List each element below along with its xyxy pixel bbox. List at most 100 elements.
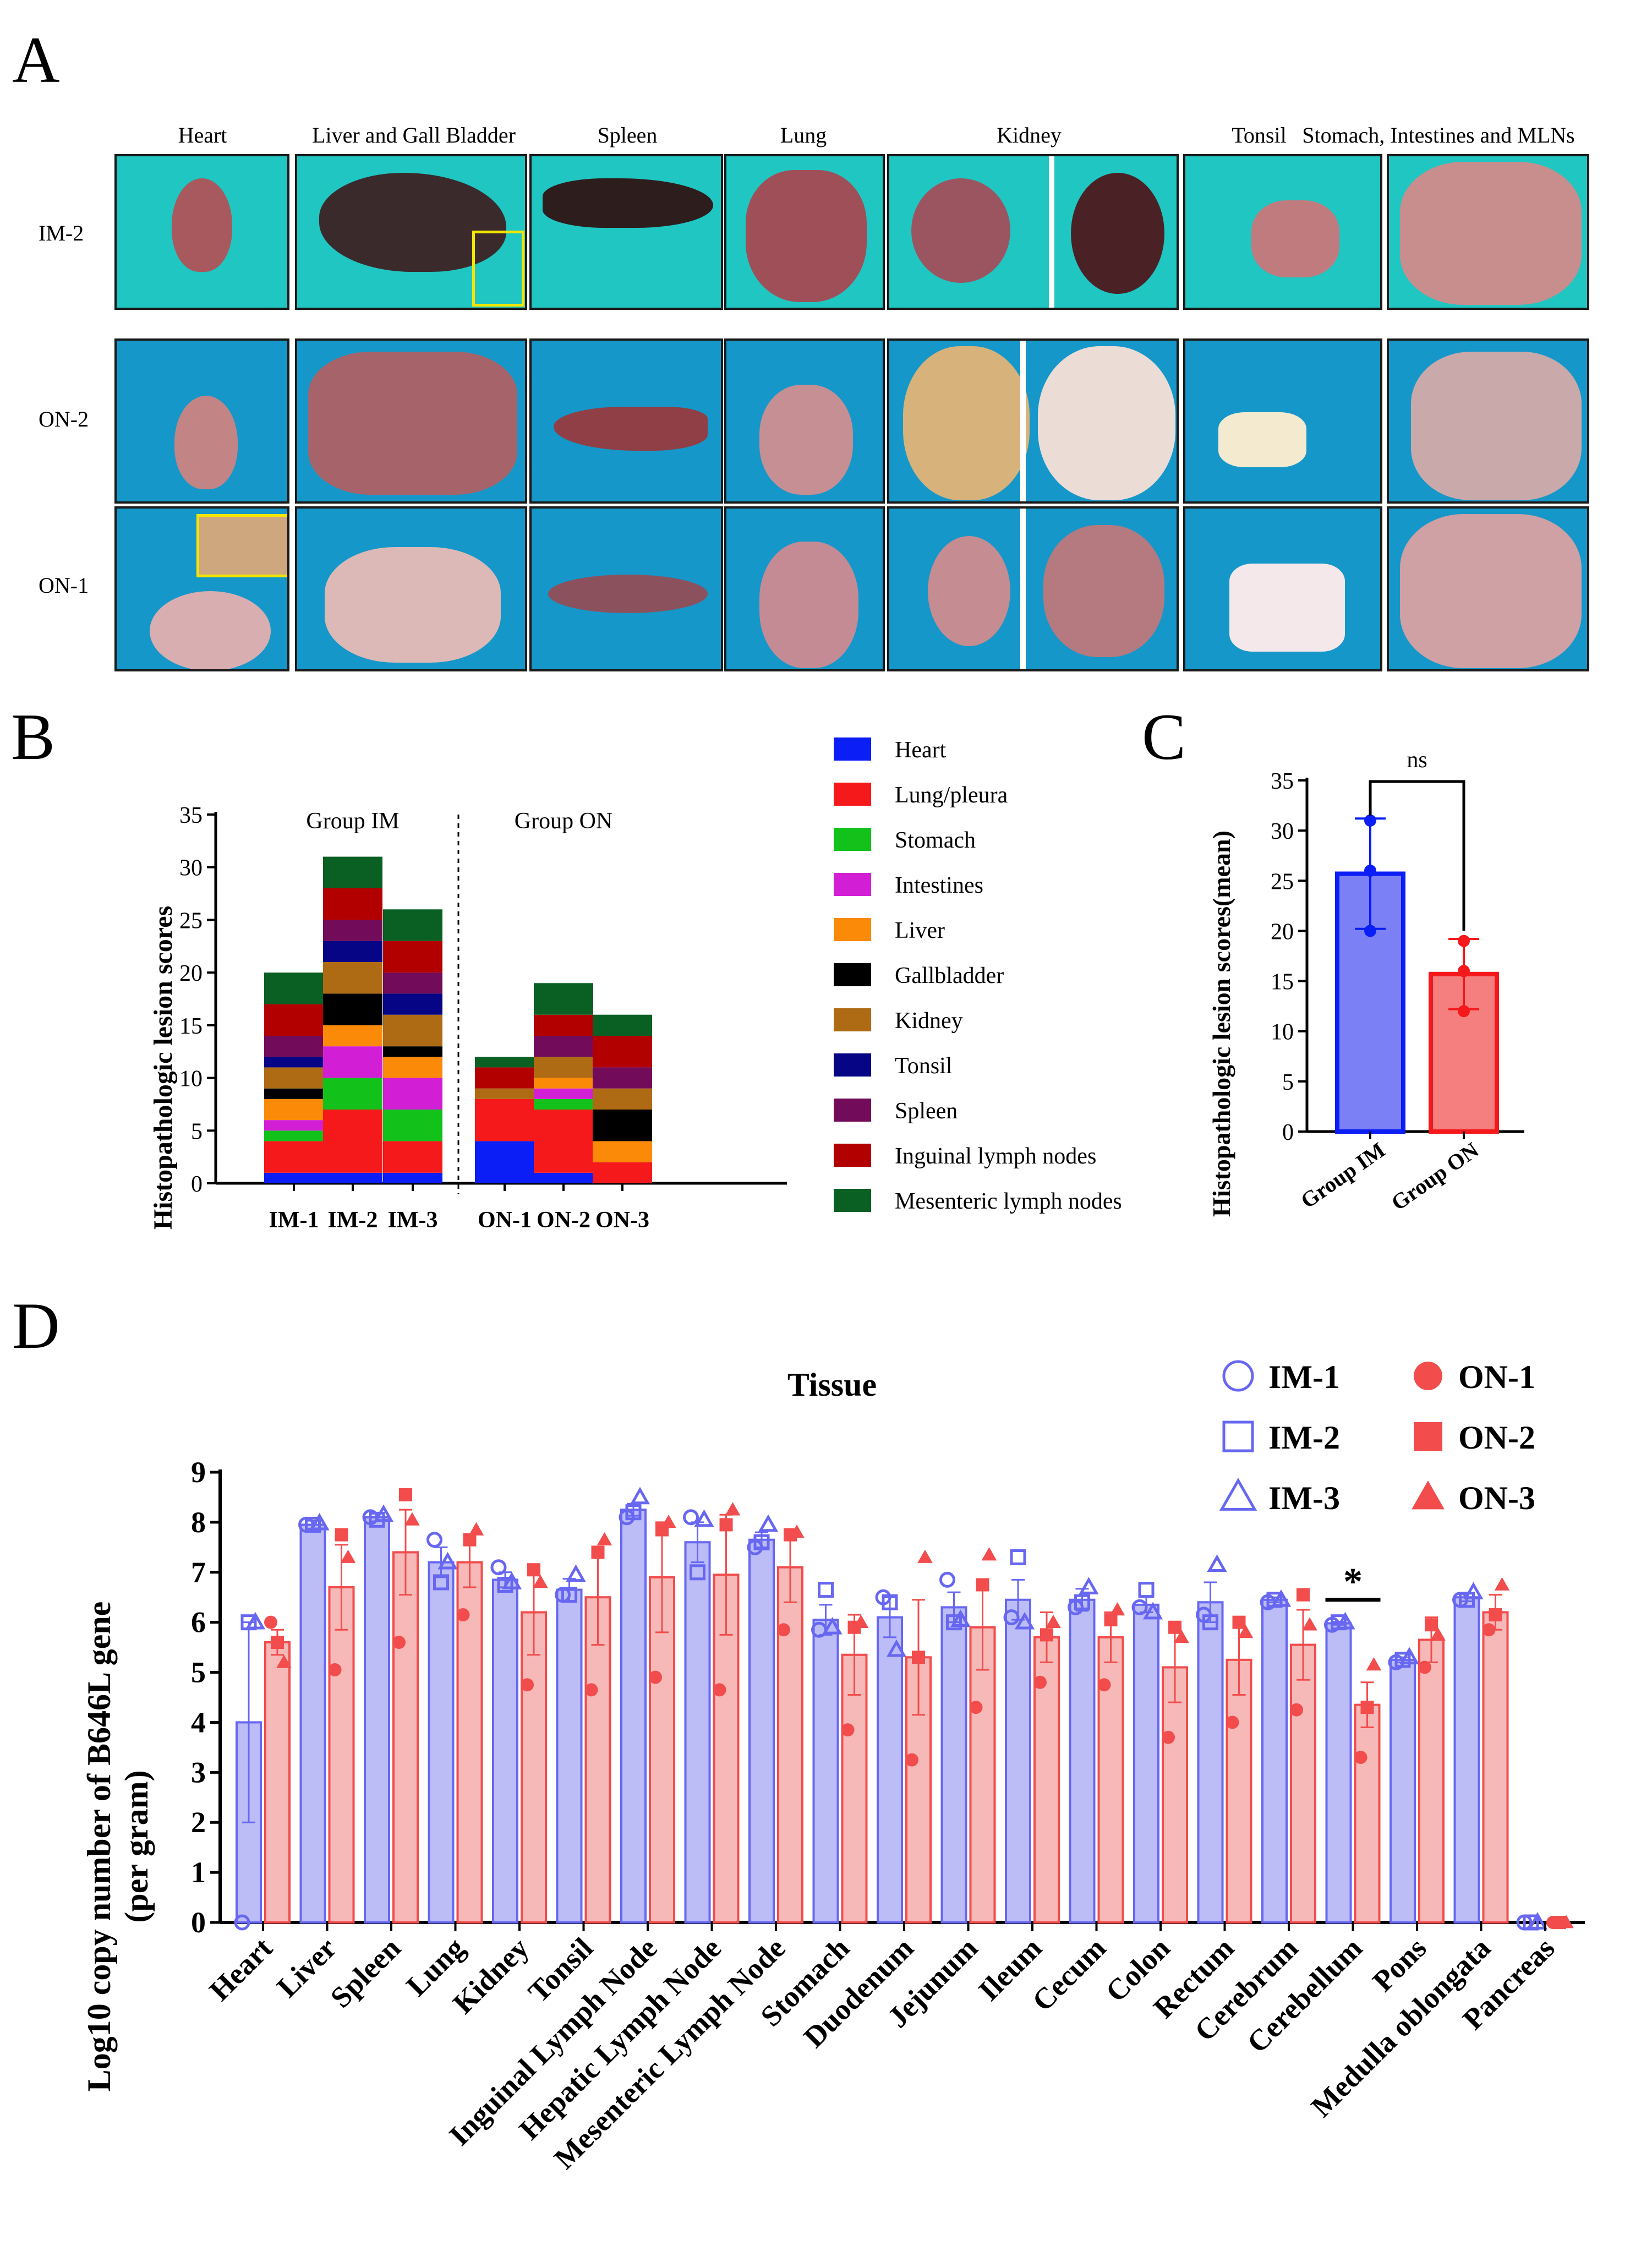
b-bar-segment xyxy=(534,1057,593,1078)
d-data-point xyxy=(1097,1678,1111,1692)
b-legend-swatch xyxy=(834,1189,871,1212)
b-bar-segment xyxy=(383,909,442,941)
b-bar-segment xyxy=(593,1088,652,1110)
b-bar-segment xyxy=(383,1014,442,1047)
d-data-point xyxy=(1131,1599,1148,1615)
d-data-point xyxy=(234,1914,250,1931)
d-data-point xyxy=(1360,1701,1374,1714)
d-bar xyxy=(556,1588,583,1924)
d-y-tick-label: 3 xyxy=(191,1756,206,1789)
b-x-tick-label: ON-3 xyxy=(595,1208,649,1233)
d-legend-marker xyxy=(1412,1480,1445,1510)
d-data-point xyxy=(437,1551,458,1570)
d-data-point xyxy=(1040,1628,1053,1642)
d-data-point xyxy=(1302,1617,1317,1631)
c-y-tick-label: 30 xyxy=(1271,819,1294,844)
panel-b-letter: B xyxy=(11,700,56,773)
d-data-point xyxy=(245,1611,266,1630)
b-bar-segment xyxy=(323,888,382,920)
d-legend-label: IM-3 xyxy=(1268,1480,1340,1516)
d-bar xyxy=(584,1596,611,1924)
b-bar-segment xyxy=(264,1099,324,1121)
d-data-point xyxy=(818,1582,834,1598)
panel-c-letter: C xyxy=(1142,700,1186,773)
d-data-point xyxy=(340,1549,356,1563)
d-data-point xyxy=(1527,1912,1548,1930)
b-legend-swatch xyxy=(834,828,871,851)
c-data-point xyxy=(1458,1005,1470,1018)
b-bar-segment xyxy=(475,1088,534,1099)
panel-d-letter: D xyxy=(12,1289,60,1362)
d-data-point xyxy=(939,1571,955,1588)
d-data-point xyxy=(1074,1594,1090,1610)
b-bar-segment xyxy=(383,993,442,1015)
b-bar-segment xyxy=(475,1057,534,1068)
b-bar-segment xyxy=(323,941,382,962)
d-data-point xyxy=(1109,1602,1125,1616)
b-bar-segment xyxy=(383,1057,442,1078)
d-data-point xyxy=(630,1487,650,1505)
d-data-point xyxy=(335,1528,348,1542)
photo-on2-tonsil xyxy=(1183,338,1382,504)
d-bar xyxy=(1197,1601,1224,1924)
d-bar xyxy=(1226,1658,1252,1924)
d-data-point xyxy=(1494,1577,1510,1591)
d-data-point xyxy=(853,1614,869,1629)
c-data-point xyxy=(1364,814,1376,827)
d-data-point xyxy=(1366,1657,1382,1671)
d-bar xyxy=(777,1566,803,1924)
d-data-point xyxy=(1463,1582,1484,1599)
d-data-point xyxy=(1168,1620,1181,1634)
d-data-point xyxy=(1138,1582,1155,1598)
stacked-bar-chart-b: Histopathologic lesion scores 0 5 10 15 20 25… xyxy=(149,737,1122,1233)
b-bar-segment xyxy=(264,1130,324,1141)
b-legend-swatch xyxy=(834,918,871,941)
b-bar-segment xyxy=(383,1172,442,1183)
d-data-point xyxy=(905,1753,918,1767)
photo-on2-liver xyxy=(295,338,527,504)
d-y-axis-label: Log10 copy number of B646L gene xyxy=(81,1602,117,2092)
b-bar-segment xyxy=(475,1141,534,1183)
d-data-point xyxy=(584,1683,598,1697)
c-y-tick-label: 25 xyxy=(1271,869,1294,894)
d-data-point xyxy=(1033,1675,1047,1689)
b-legend-label: Liver xyxy=(895,918,945,943)
d-y-tick-label: 6 xyxy=(191,1606,206,1639)
d-data-point xyxy=(1232,1615,1246,1629)
b-legend-swatch xyxy=(834,1008,871,1031)
b-legend-swatch xyxy=(834,963,871,986)
photo-on1-heart xyxy=(114,506,289,671)
b-bar-segment xyxy=(323,1046,382,1078)
d-legend-label: IM-1 xyxy=(1268,1359,1340,1395)
d-bar xyxy=(1162,1666,1188,1924)
d-data-point xyxy=(1104,1613,1118,1627)
b-bar-segment xyxy=(323,1110,382,1173)
photo-im2-stomach xyxy=(1387,154,1589,310)
d-data-point xyxy=(690,1564,705,1581)
b-bar-segment xyxy=(534,983,593,1015)
d-bar xyxy=(1354,1703,1381,1924)
photo-on1-tonsil xyxy=(1183,506,1382,671)
c-y-tick-label: 35 xyxy=(1271,769,1294,794)
d-bar xyxy=(1005,1598,1031,1924)
d-data-point xyxy=(1238,1625,1254,1638)
d-data-point xyxy=(1162,1730,1175,1744)
d-data-point xyxy=(468,1522,484,1536)
d-legend-marker xyxy=(1222,1420,1254,1452)
b-y-tick-label: 0 xyxy=(191,1172,203,1197)
d-data-point xyxy=(822,1616,843,1635)
c-data-point xyxy=(1364,865,1376,877)
b-legend-label: Intestines xyxy=(895,873,983,898)
b-legend-label: Lung/pleura xyxy=(895,783,1008,808)
d-data-point xyxy=(533,1575,548,1588)
d-chart-title: Tissue xyxy=(787,1367,877,1403)
photo-on2-stomach xyxy=(1387,338,1589,504)
d-data-point xyxy=(264,1615,277,1629)
d-data-point xyxy=(1459,1592,1475,1608)
b-bar-segment xyxy=(383,1078,442,1110)
d-data-point xyxy=(625,1504,642,1521)
d-data-point xyxy=(490,1559,507,1576)
col-label-stomach: Stomach, Intestines and MLNs xyxy=(1302,123,1575,147)
b-legend-label: Mesenteric lymph nodes xyxy=(895,1189,1122,1214)
d-data-point xyxy=(950,1609,971,1627)
